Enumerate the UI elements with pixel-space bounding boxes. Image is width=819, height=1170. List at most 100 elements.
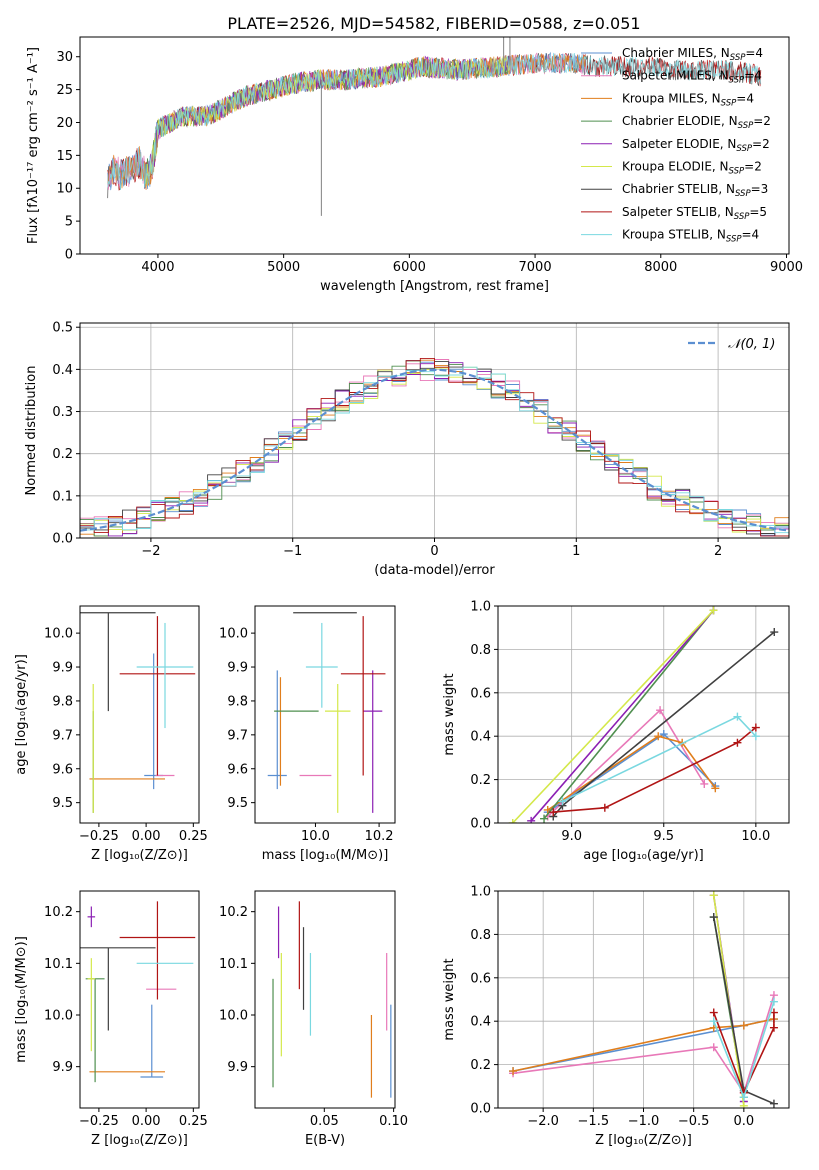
x-tick-label: 10.0	[741, 829, 770, 844]
series-kroupa-elodie-marker	[709, 891, 718, 900]
x-tick-label: 0.25	[179, 1114, 208, 1129]
y-tick-label: 1.0	[470, 600, 491, 615]
ebv-mass-frame	[254, 890, 396, 1109]
series-chabrier-stelib-marker	[770, 628, 779, 637]
y-tick-label: 9.9	[227, 1060, 248, 1075]
series-salpeter-stelib-marker	[600, 803, 609, 812]
legend-subscript: SSP	[729, 76, 745, 86]
x-tick-label: 10.2	[365, 829, 394, 844]
legend-value: =4	[742, 228, 760, 242]
legend-subscript: SSP	[736, 144, 752, 154]
errorbar-salpeter-stelib	[119, 901, 196, 1000]
x-tick-label: −2.0	[527, 1114, 559, 1129]
series-kroupa-stelib-line	[562, 715, 757, 803]
spectrum-plot-area	[107, 37, 762, 216]
y-tick-label: 0.4	[52, 363, 73, 378]
errorbar-chabrier-miles	[267, 670, 287, 790]
x-tick-label: −0.5	[678, 1114, 710, 1129]
x-tick-label: 0.0	[734, 1114, 755, 1129]
spectrum-axes: 4000 5000 6000 7000 8000 9000 0 5 10 15 20 25 30 wave…	[26, 36, 803, 294]
x-tick-label: −0.25	[79, 1114, 119, 1129]
y-tick-label: 0.5	[52, 321, 73, 336]
residuals-frame	[79, 322, 790, 539]
x-tick-label: 9000	[770, 260, 803, 275]
y-tick-label: 0.4	[470, 730, 491, 745]
z-age-plot-area	[80, 612, 196, 813]
x-axis-label: age [log₁₀(age/yr)]	[583, 848, 704, 863]
x-tick-label: 4000	[141, 260, 174, 275]
y-tick-label: 10.0	[44, 1009, 73, 1024]
legend-value: =2	[744, 160, 762, 174]
series-salpeter-stelib-marker	[751, 723, 760, 732]
series-kroupa-elodie-marker	[739, 1101, 748, 1108]
x-axis-label: (data-model)/error	[374, 563, 495, 578]
y-tick-label: 10	[56, 182, 73, 197]
series-salpeter-miles-line	[512, 994, 775, 1095]
z-weight-plot-area	[509, 891, 778, 1108]
y-tick-label: 9.7	[52, 728, 73, 743]
series-kroupa-miles-line	[512, 1018, 775, 1072]
series-salpeter-miles-marker	[709, 1043, 718, 1052]
residuals-axes: −2 −1 0 1 2 0.0 0.1 0.2 0.3 0.4 0.5 (data-model)/er…	[24, 321, 790, 578]
x-tick-label: 6000	[393, 260, 426, 275]
y-tick-label: 15	[56, 149, 73, 164]
z-age-frame	[79, 605, 200, 824]
legend-value: =4	[736, 91, 754, 105]
mass-age-axes: 10.0 10.2 9.5 9.6 9.7 9.8 9.9 10.0 mass [log₁₀(M…	[219, 605, 396, 863]
mass-age-frame	[254, 605, 396, 824]
errorbar-chabrier-stelib	[80, 947, 156, 1031]
x-tick-label: 9.5	[653, 829, 674, 844]
y-tick-label: 20	[56, 116, 73, 131]
legend-value: =4	[744, 69, 762, 83]
x-tick-label: 9.0	[561, 829, 582, 844]
errorbar-salpeter-elodie	[363, 670, 383, 813]
x-tick-label: 0.00	[132, 829, 161, 844]
legend-subscript: SSP	[729, 167, 745, 177]
series-kroupa-stelib-marker	[733, 712, 742, 721]
x-axis-label: mass [log₁₀(M/M⊙)]	[262, 848, 389, 863]
y-tick-label: 9.6	[227, 762, 248, 777]
series-chabrier-stelib-marker	[709, 913, 718, 922]
x-tick-label: −1.5	[578, 1114, 610, 1129]
y-tick-label: 10.1	[219, 957, 248, 972]
x-tick-label: 5000	[267, 260, 300, 275]
errorbar-chabrier-elodie	[85, 978, 105, 1083]
x-tick-label: 0.05	[310, 1114, 339, 1129]
x-tick-label: −2	[141, 544, 160, 559]
series-chabrier-elodie-marker	[540, 814, 549, 823]
legend-entry: Salpeter ELODIE, NSSP=2	[622, 137, 770, 154]
legend-value: =3	[751, 182, 769, 196]
spectrum-line-kroupa-elodie	[145, 55, 511, 186]
y-tick-label: 0.6	[470, 971, 491, 986]
spectrum-frame	[79, 36, 790, 255]
y-tick-label: 9.7	[227, 728, 248, 743]
y-tick-label: 9.9	[227, 661, 248, 676]
ebv-mass-axes: 0.05 0.10 9.9 10.0 10.1 10.2 E(B-V)	[219, 890, 408, 1148]
series-salpeter-elodie-marker	[527, 816, 536, 823]
z-mass-frame	[79, 890, 200, 1109]
x-tick-label: 1	[572, 544, 580, 559]
y-tick-label: 10.1	[44, 957, 73, 972]
age-weight-frame	[497, 605, 790, 824]
y-axis-label: mass weight	[442, 673, 457, 755]
z-weight-frame	[497, 890, 790, 1109]
ebv-mass-plot-area	[272, 901, 392, 1098]
y-tick-label: 0.1	[52, 489, 73, 504]
y-axis-label: mass weight	[442, 958, 457, 1040]
z-mass-axes: −0.25 0.00 0.25 9.9 10.0 10.1 10.2 Z [log₁₀(Z/Z…	[14, 890, 208, 1148]
series-kroupa-stelib-marker	[751, 732, 760, 741]
y-tick-label: 0.4	[470, 1015, 491, 1030]
y-tick-label: 0.8	[470, 643, 491, 658]
errorbar-kroupa-stelib	[305, 622, 338, 708]
x-tick-label: 0	[430, 544, 438, 559]
z-weight-axes: −2.0 −1.5 −1.0 −0.5 0.0 0.0 0.2 0.4 0.6 0.8 1.0 Z […	[442, 885, 790, 1148]
series-kroupa-stelib-marker	[769, 997, 778, 1006]
gaussian-reference-curve	[80, 368, 789, 532]
series-kroupa-elodie-marker	[709, 606, 718, 615]
series-salpeter-stelib-marker	[733, 738, 742, 747]
x-tick-label: 10.0	[301, 829, 330, 844]
legend-subscript: SSP	[730, 53, 746, 63]
series-chabrier-miles-marker	[659, 730, 668, 739]
errorbar-kroupa-elodie	[325, 683, 351, 813]
